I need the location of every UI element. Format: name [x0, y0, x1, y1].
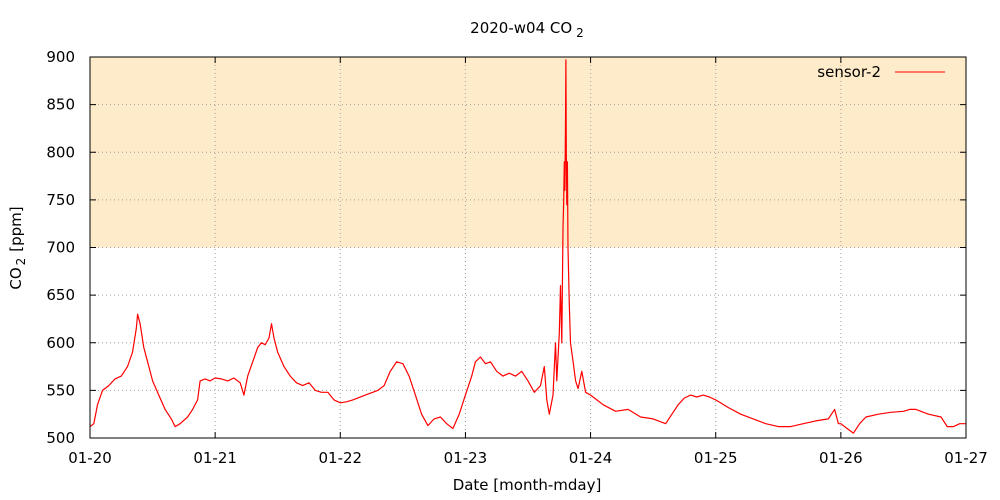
y-axis-label: CO2[ppm] — [7, 206, 28, 289]
x-tick-label: 01-23 — [444, 449, 488, 467]
x-tick-label: 01-22 — [318, 449, 362, 467]
x-axis-label: Date [month-mday] — [453, 476, 602, 494]
threshold-band — [90, 57, 966, 248]
x-tick-label: 01-20 — [68, 449, 112, 467]
y-tick-label: 850 — [46, 96, 75, 114]
y-tick-label: 600 — [46, 334, 75, 352]
y-tick-label: 500 — [46, 429, 75, 447]
threshold-band-layer — [90, 57, 966, 248]
y-tick-label: 800 — [46, 143, 75, 161]
y-tick-label: 750 — [46, 191, 75, 209]
series-layer — [89, 59, 966, 434]
chart-title: 2020-w04 CO 2 — [470, 19, 584, 40]
y-tick-label: 650 — [46, 286, 75, 304]
y-tick-label: 900 — [46, 48, 75, 66]
x-tick-label: 01-25 — [694, 449, 738, 467]
series-line-sensor-2 — [89, 59, 966, 434]
legend: sensor-2 — [817, 63, 945, 81]
y-tick-label: 550 — [46, 381, 75, 399]
tick-layer: 500 550 600 650 700 750 800 850 900 01-20 01-21 01-… — [46, 48, 987, 467]
legend-label-sensor-2: sensor-2 — [817, 63, 881, 81]
x-tick-label: 01-24 — [569, 449, 613, 467]
x-tick-label: 01-21 — [193, 449, 237, 467]
x-tick-label: 01-26 — [819, 449, 863, 467]
x-tick-label: 01-27 — [944, 449, 988, 467]
y-tick-label: 700 — [46, 239, 75, 257]
